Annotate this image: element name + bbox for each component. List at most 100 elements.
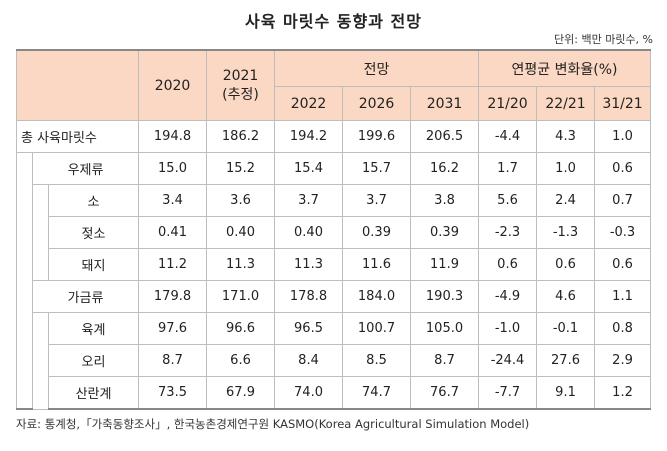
cell: 11.2 — [138, 248, 208, 281]
cell: 0.40 — [206, 216, 276, 249]
cell: 4.6 — [536, 280, 596, 313]
cell: 1.2 — [594, 376, 652, 410]
cell: 11.6 — [342, 248, 412, 281]
header-change: 연평균 변화율(%) — [478, 49, 652, 87]
indent-spacer — [32, 312, 49, 410]
cell: 76.7 — [410, 376, 480, 410]
cell: 100.7 — [342, 312, 412, 345]
cell: 194.8 — [138, 120, 208, 153]
cell: 3.8 — [410, 184, 480, 217]
cell: 0.7 — [594, 184, 652, 217]
row-label: 돼지 — [47, 248, 140, 281]
row-label: 젖소 — [47, 216, 140, 249]
header-blank — [15, 49, 140, 121]
cell: 8.4 — [274, 344, 344, 377]
header-2021-note: (추정) — [222, 86, 259, 103]
cell: -7.7 — [478, 376, 538, 410]
cell: 67.9 — [206, 376, 276, 410]
cell: 2.9 — [594, 344, 652, 377]
row-label: 총 사육마릿수 — [15, 120, 140, 153]
row-label: 산란계 — [47, 376, 140, 410]
cell: 9.1 — [536, 376, 596, 410]
row-label: 오리 — [47, 344, 140, 377]
cell: -1.0 — [478, 312, 538, 345]
cell: 1.7 — [478, 152, 538, 185]
cell: 186.2 — [206, 120, 276, 153]
header-21-20: 21/20 — [478, 86, 538, 121]
table-row: 육계 97.6 96.6 96.5 100.7 105.0 -1.0 -0.1 … — [17, 312, 652, 410]
header-31-21: 31/21 — [594, 86, 652, 121]
cell: 179.8 — [138, 280, 208, 313]
cell: 0.6 — [478, 248, 538, 281]
cell: -0.3 — [594, 216, 652, 249]
cell: 3.6 — [206, 184, 276, 217]
header-forecast: 전망 — [274, 49, 480, 87]
cell: 0.6 — [594, 152, 652, 185]
unit-note: 단위: 백만 마릿수, % — [554, 33, 653, 46]
table-row: 돼지 11.2 11.3 11.3 11.6 11.9 0.6 0.6 0.6 — [17, 248, 652, 281]
cell: 1.0 — [536, 152, 596, 185]
cell: 74.7 — [342, 376, 412, 410]
cell: 3.7 — [274, 184, 344, 217]
cell: 97.6 — [138, 312, 208, 345]
cell: 8.7 — [138, 344, 208, 377]
cell: 15.0 — [138, 152, 208, 185]
cell: 8.7 — [410, 344, 480, 377]
cell: -1.3 — [536, 216, 596, 249]
header-2031: 2031 — [410, 86, 480, 121]
cell: 11.3 — [274, 248, 344, 281]
table-row: 가금류 179.8 171.0 178.8 184.0 190.3 -4.9 4… — [17, 280, 652, 313]
cell: 206.5 — [410, 120, 480, 153]
row-label: 소 — [47, 184, 140, 217]
header-2026: 2026 — [342, 86, 412, 121]
cell: 74.0 — [274, 376, 344, 410]
indent-spacer — [16, 152, 33, 410]
indent-spacer — [32, 184, 49, 281]
cell: 16.2 — [410, 152, 480, 185]
cell: 199.6 — [342, 120, 412, 153]
cell: 2.4 — [536, 184, 596, 217]
source-note: 자료: 통계청,「가축동향조사」, 한국농촌경제연구원 KASMO(Korea … — [16, 417, 530, 431]
cell: 194.2 — [274, 120, 344, 153]
cell: 178.8 — [274, 280, 344, 313]
cell: 171.0 — [206, 280, 276, 313]
cell: 4.3 — [536, 120, 596, 153]
cell: 3.4 — [138, 184, 208, 217]
cell: 15.4 — [274, 152, 344, 185]
cell: 15.7 — [342, 152, 412, 185]
cell: -4.9 — [478, 280, 538, 313]
cell: 105.0 — [410, 312, 480, 345]
cell: -2.3 — [478, 216, 538, 249]
cell: 15.2 — [206, 152, 276, 185]
cell: 96.6 — [206, 312, 276, 345]
cell: 0.41 — [138, 216, 208, 249]
table-row: 우제류 15.0 15.2 15.4 15.7 16.2 1.7 1.0 0.6 — [16, 152, 652, 410]
cell: 27.6 — [536, 344, 596, 377]
cell: 0.8 — [594, 312, 652, 345]
row-label: 육계 — [47, 312, 140, 345]
header-2022: 2022 — [274, 86, 344, 121]
cell: 5.6 — [478, 184, 538, 217]
cell: 96.5 — [274, 312, 344, 345]
table-row: 오리 8.7 6.6 8.4 8.5 8.7 -24.4 27.6 2.9 — [17, 344, 652, 377]
page-title: 사육 마릿수 동향과 전망 — [245, 12, 422, 31]
cell: 3.7 — [342, 184, 412, 217]
cell: 8.5 — [342, 344, 412, 377]
cell: 0.39 — [342, 216, 412, 249]
cell: 1.1 — [594, 280, 652, 313]
cell: 0.6 — [594, 248, 652, 281]
cell: 1.0 — [594, 120, 652, 153]
row-label: 우제류 — [31, 152, 140, 185]
cell: -4.4 — [478, 120, 538, 153]
cell: 0.39 — [410, 216, 480, 249]
cell: 0.6 — [536, 248, 596, 281]
cell: 190.3 — [410, 280, 480, 313]
cell: 6.6 — [206, 344, 276, 377]
table-row: 소 3.4 3.6 3.7 3.7 3.8 5.6 2.4 0.7 — [17, 184, 652, 281]
header-2021-year: 2021 — [222, 67, 259, 84]
livestock-table: 2020 2021 (추정) 전망 연평균 변화율(%) 2022 2026 2… — [15, 49, 652, 410]
header-2020: 2020 — [138, 49, 208, 121]
header-22-21: 22/21 — [536, 86, 596, 121]
table-row: 젖소 0.41 0.40 0.40 0.39 0.39 -2.3 -1.3 -0… — [17, 216, 652, 249]
table-row: 산란계 73.5 67.9 74.0 74.7 76.7 -7.7 9.1 1.… — [17, 376, 652, 410]
